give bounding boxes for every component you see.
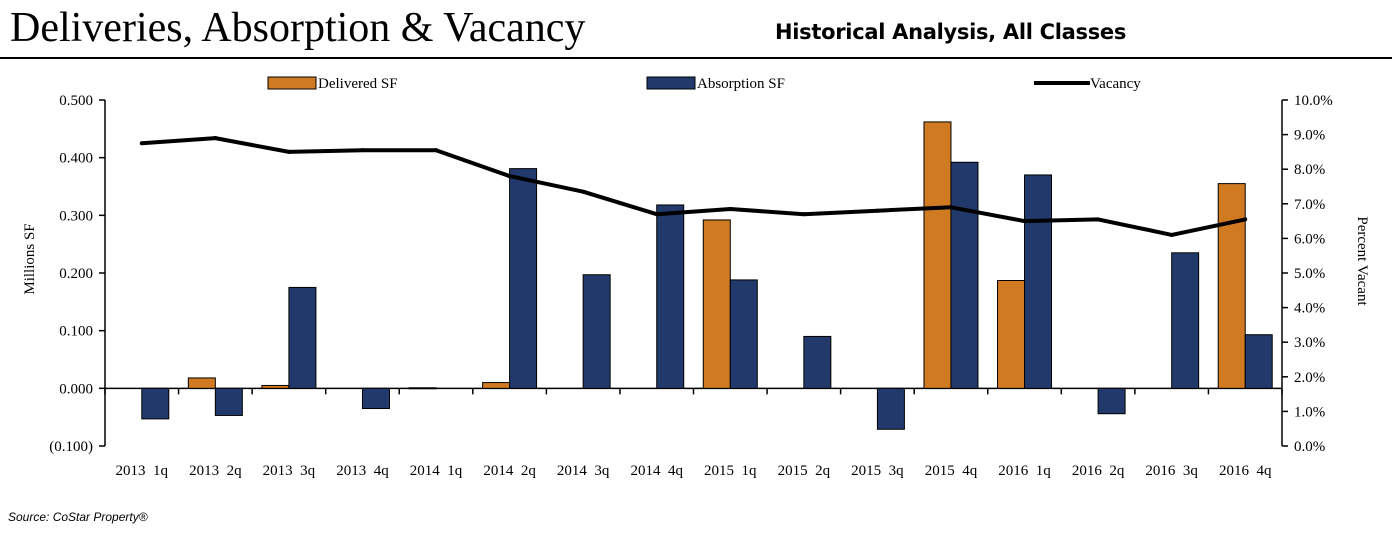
y-tick-label: 0.300 bbox=[59, 208, 93, 224]
vacancy-point bbox=[507, 174, 512, 179]
legend-delivered-label: Delivered SF bbox=[318, 76, 398, 92]
vacancy-point bbox=[1169, 232, 1174, 237]
y2-tick-label: 10.0% bbox=[1294, 93, 1333, 109]
vacancy-point bbox=[1243, 217, 1248, 222]
absorption-bar bbox=[729, 279, 758, 389]
bars bbox=[141, 121, 1273, 430]
chart-title: Deliveries, Absorption & Vacancy bbox=[10, 5, 586, 51]
legend-absorption-label: Absorption SF bbox=[697, 76, 785, 92]
vacancy-line-group bbox=[139, 136, 1248, 237]
y-tick-label: 0.100 bbox=[59, 324, 93, 340]
x-tick-label: 2015 4q bbox=[925, 463, 978, 479]
y2-tick-label: 0.0% bbox=[1294, 439, 1325, 455]
y-tick-label: 0.500 bbox=[59, 93, 93, 109]
absorption-bar bbox=[1171, 252, 1200, 389]
vacancy-point bbox=[434, 148, 439, 153]
delivered-bar bbox=[408, 387, 437, 390]
absorption-bar bbox=[361, 387, 390, 410]
absorption-bar bbox=[803, 335, 832, 389]
vacancy-point bbox=[360, 148, 365, 153]
x-tick-label: 2016 1q bbox=[998, 463, 1051, 479]
vacancy-point bbox=[875, 208, 880, 213]
delivered-bar bbox=[482, 382, 511, 389]
chart-subtitle: Historical Analysis, All Classes bbox=[775, 20, 1127, 44]
y2-tick-label: 3.0% bbox=[1294, 335, 1325, 351]
legend: Delivered SF Absorption SF Vacancy bbox=[267, 76, 1141, 92]
absorption-bar bbox=[656, 204, 685, 389]
vacancy-point bbox=[654, 212, 659, 217]
y2-axis-title: Percent Vacant bbox=[1354, 216, 1370, 306]
absorption-bar bbox=[582, 274, 611, 389]
y-axis-title: Millions SF bbox=[22, 223, 38, 294]
y-tick-label: (0.100) bbox=[49, 439, 93, 455]
absorption-bar bbox=[1097, 387, 1126, 415]
y2-tick-label: 4.0% bbox=[1294, 301, 1325, 317]
delivered-bar bbox=[997, 279, 1026, 389]
y2-tick-label: 9.0% bbox=[1294, 128, 1325, 144]
legend-vacancy-label: Vacancy bbox=[1090, 76, 1141, 92]
legend-delivered-swatch bbox=[267, 76, 317, 90]
vacancy-line bbox=[141, 136, 1246, 237]
absorption-bar bbox=[288, 286, 317, 389]
absorption-bar bbox=[1244, 334, 1273, 389]
vacancy-point bbox=[581, 189, 586, 194]
absorption-bar bbox=[509, 168, 538, 389]
y2-tick-label: 1.0% bbox=[1294, 404, 1325, 420]
delivered-bar bbox=[923, 121, 952, 389]
vacancy-point bbox=[286, 149, 291, 154]
absorption-bar bbox=[876, 387, 905, 430]
y2-tick-label: 2.0% bbox=[1294, 370, 1325, 386]
x-tick-label: 2015 3q bbox=[851, 463, 904, 479]
y-tick-label: 0.000 bbox=[59, 381, 93, 397]
x-tick-label: 2013 1q bbox=[116, 463, 169, 479]
delivered-bar bbox=[702, 219, 731, 389]
y-tick-label: 0.200 bbox=[59, 266, 93, 282]
vacancy-point bbox=[1022, 219, 1027, 224]
x-tick-label: 2016 4q bbox=[1219, 463, 1272, 479]
vacancy-point bbox=[728, 206, 733, 211]
x-tick-label: 2013 3q bbox=[263, 463, 316, 479]
vacancy-point bbox=[948, 205, 953, 210]
x-tick-label: 2015 2q bbox=[778, 463, 831, 479]
x-tick-label: 2014 2q bbox=[483, 463, 536, 479]
y2-tick-label: 8.0% bbox=[1294, 162, 1325, 178]
y2-tick-label: 6.0% bbox=[1294, 231, 1325, 247]
axis-labels: 0.500 0.400 0.300 0.200 0.100 0.000 (0.100) 10.… bbox=[22, 93, 1370, 479]
x-tick-label: 2014 3q bbox=[557, 463, 610, 479]
vacancy-point bbox=[801, 212, 806, 217]
header-rule bbox=[0, 57, 1392, 59]
x-tick-label: 2016 2q bbox=[1072, 463, 1125, 479]
absorption-bar bbox=[1024, 174, 1053, 389]
absorption-bar bbox=[214, 387, 243, 416]
y2-tick-label: 5.0% bbox=[1294, 266, 1325, 282]
delivered-bar bbox=[261, 384, 290, 389]
absorption-bar bbox=[950, 161, 979, 389]
y-tick-label: 0.400 bbox=[59, 151, 93, 167]
x-tick-label: 2013 4q bbox=[336, 463, 389, 479]
x-tick-label: 2016 3q bbox=[1145, 463, 1198, 479]
x-tick-label: 2014 4q bbox=[630, 463, 683, 479]
vacancy-point bbox=[1096, 217, 1101, 222]
y2-tick-label: 7.0% bbox=[1294, 197, 1325, 213]
delivered-bar bbox=[1217, 183, 1246, 389]
delivered-bar bbox=[187, 377, 216, 389]
x-tick-label: 2014 1q bbox=[410, 463, 463, 479]
x-tick-label: 2015 1q bbox=[704, 463, 757, 479]
chart-header: Deliveries, Absorption & Vacancy Histori… bbox=[0, 0, 1392, 62]
vacancy-point bbox=[213, 136, 218, 141]
x-tick-label: 2013 2q bbox=[189, 463, 242, 479]
source-note: Source: CoStar Property® bbox=[8, 510, 148, 524]
absorption-bar bbox=[141, 387, 170, 420]
vacancy-point bbox=[139, 141, 144, 146]
legend-absorption-swatch bbox=[646, 76, 696, 90]
